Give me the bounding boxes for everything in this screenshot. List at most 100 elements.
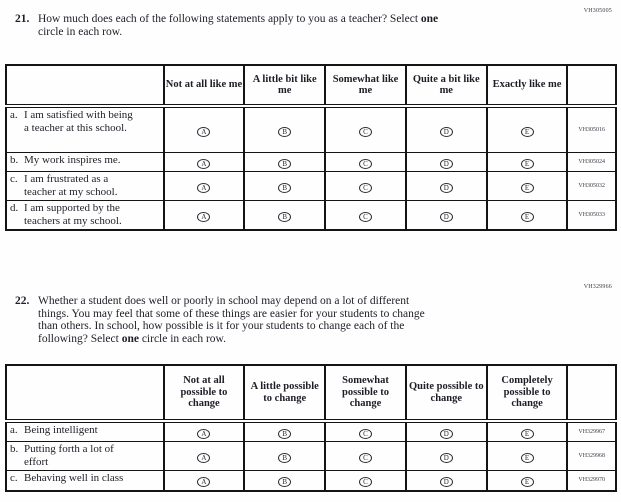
row-accession-code: VH305024	[566, 151, 617, 172]
answer-bubble-a[interactable]: A	[197, 182, 211, 193]
answer-bubble-b[interactable]: B	[278, 429, 292, 439]
option-cell: C	[324, 441, 407, 471]
option-cell: C	[324, 105, 407, 153]
answer-bubble-e[interactable]: E	[520, 453, 534, 463]
option-cell: B	[243, 441, 327, 471]
row-statement: Behaving well in class	[24, 472, 124, 484]
answer-bubble-c[interactable]: C	[359, 158, 372, 169]
table-row-d: d. I am supported by the teachers at my …	[5, 199, 617, 230]
option-cell: D	[404, 105, 488, 153]
option-cell: C	[324, 151, 407, 172]
header-empty-cell	[5, 64, 165, 108]
question21-text-bold: one	[420, 13, 439, 25]
row-letter: b.	[10, 153, 19, 166]
answer-bubble-c[interactable]: C	[359, 453, 372, 463]
row-accession-code: VH305033	[566, 199, 617, 230]
header-row: Not at all possible to change A little p…	[5, 364, 617, 423]
option-cell: A	[162, 105, 246, 153]
answer-bubble-a[interactable]: A	[197, 158, 211, 169]
row-statement: My work inspires me.	[24, 153, 121, 166]
statement-cell: d. I am supported by the teachers at my …	[5, 199, 165, 230]
table-row-b: b. Putting forth a lot of effort A B C D…	[5, 441, 617, 471]
question22-response-table: Not at all possible to change A little p…	[5, 364, 617, 492]
header-cell-quite-a-bit: Quite a bit like me	[404, 64, 488, 108]
answer-bubble-b[interactable]: B	[278, 182, 292, 193]
answer-bubble-b[interactable]: B	[278, 477, 292, 488]
question21-response-table: Not at all like me A little bit like me …	[5, 64, 617, 231]
answer-bubble-b[interactable]: B	[278, 126, 292, 137]
question21-text-before: How much does each of the following stat…	[38, 13, 419, 25]
option-cell: E	[485, 105, 569, 153]
header-row: Not at all like me A little bit like me …	[5, 64, 617, 108]
answer-bubble-a[interactable]: A	[197, 453, 211, 463]
answer-bubble-d[interactable]: D	[439, 126, 453, 137]
header-cell-not-at-all-possible: Not at all possible to change	[162, 364, 246, 423]
answer-bubble-e[interactable]: E	[520, 429, 534, 439]
option-cell: E	[485, 199, 569, 230]
answer-bubble-b[interactable]: B	[278, 158, 292, 169]
answer-bubble-d[interactable]: D	[439, 158, 453, 169]
answer-bubble-c[interactable]: C	[359, 429, 372, 439]
question21-text-after: circle in each row.	[38, 25, 123, 38]
answer-bubble-b[interactable]: B	[278, 453, 292, 463]
answer-bubble-e[interactable]: E	[520, 211, 534, 222]
option-cell: D	[404, 151, 488, 172]
answer-bubble-c[interactable]: C	[359, 477, 372, 488]
header-cell-a-little-possible: A little possible to change	[243, 364, 327, 423]
option-cell: D	[404, 470, 488, 491]
option-cell: D	[404, 441, 488, 471]
answer-bubble-a[interactable]: A	[197, 477, 211, 488]
option-cell: E	[485, 470, 569, 491]
header-empty-cell	[5, 364, 165, 423]
row-letter: d.	[10, 201, 19, 214]
option-cell: E	[485, 151, 569, 172]
answer-bubble-e[interactable]: E	[520, 158, 534, 169]
header-cell-somewhat: Somewhat like me	[324, 64, 407, 108]
row-letter: c.	[10, 472, 18, 484]
table-row-c: c. Behaving well in class A B C D E VH32…	[5, 470, 617, 491]
question22: 22. Whether a student does well or poorl…	[15, 295, 543, 345]
question22-text-before: Whether a student does well or poorly in…	[38, 295, 425, 345]
row-accession-code: VH329968	[566, 441, 617, 471]
table-row-b: b. My work inspires me. A B C D E VH3050…	[5, 151, 617, 172]
row-statement: I am supported by the teachers at my sch…	[24, 201, 122, 227]
answer-bubble-e[interactable]: E	[520, 182, 534, 193]
answer-bubble-d[interactable]: D	[439, 182, 453, 193]
option-cell: A	[162, 470, 246, 491]
option-cell: B	[243, 170, 327, 201]
row-letter: a.	[10, 424, 18, 436]
row-statement: Putting forth a lot of effort	[24, 443, 114, 468]
statement-cell: b. My work inspires me.	[5, 151, 165, 172]
answer-bubble-e[interactable]: E	[520, 477, 534, 488]
question22-text-after: circle in each row.	[138, 332, 226, 345]
statement-cell: b. Putting forth a lot of effort	[5, 441, 165, 471]
answer-bubble-a[interactable]: A	[197, 211, 211, 222]
row-statement: I am satisfied with being a teacher at t…	[24, 109, 133, 134]
option-cell: D	[404, 420, 488, 442]
statement-cell: a. I am satisfied with being a teacher a…	[5, 105, 165, 153]
answer-bubble-a[interactable]: A	[197, 429, 211, 439]
answer-bubble-e[interactable]: E	[520, 126, 534, 137]
row-letter: a.	[10, 109, 18, 121]
row-statement: Being intelligent	[24, 424, 98, 436]
answer-bubble-a[interactable]: A	[197, 126, 211, 137]
answer-bubble-c[interactable]: C	[359, 126, 372, 137]
header-cell-not-at-all: Not at all like me	[162, 64, 246, 108]
answer-bubble-c[interactable]: C	[359, 211, 372, 222]
answer-bubble-c[interactable]: C	[359, 182, 372, 193]
answer-bubble-b[interactable]: B	[278, 211, 292, 222]
answer-bubble-d[interactable]: D	[439, 211, 453, 222]
answer-bubble-d[interactable]: D	[439, 429, 453, 439]
statement-cell: c. I am frustrated as a teacher at my sc…	[5, 170, 165, 201]
option-cell: A	[162, 199, 246, 230]
question22-number: 22.	[15, 295, 30, 307]
answer-bubble-d[interactable]: D	[439, 453, 453, 463]
table-row-c: c. I am frustrated as a teacher at my sc…	[5, 170, 617, 201]
answer-bubble-d[interactable]: D	[439, 477, 453, 488]
row-statement: I am frustrated as a teacher at my schoo…	[24, 172, 118, 198]
question21-text: How much does each of the following stat…	[38, 13, 543, 38]
question21-number: 21.	[15, 13, 30, 25]
header-cell-completely-possible: Completely possible to change	[485, 364, 569, 423]
option-cell: A	[162, 420, 246, 442]
option-cell: C	[324, 170, 407, 201]
